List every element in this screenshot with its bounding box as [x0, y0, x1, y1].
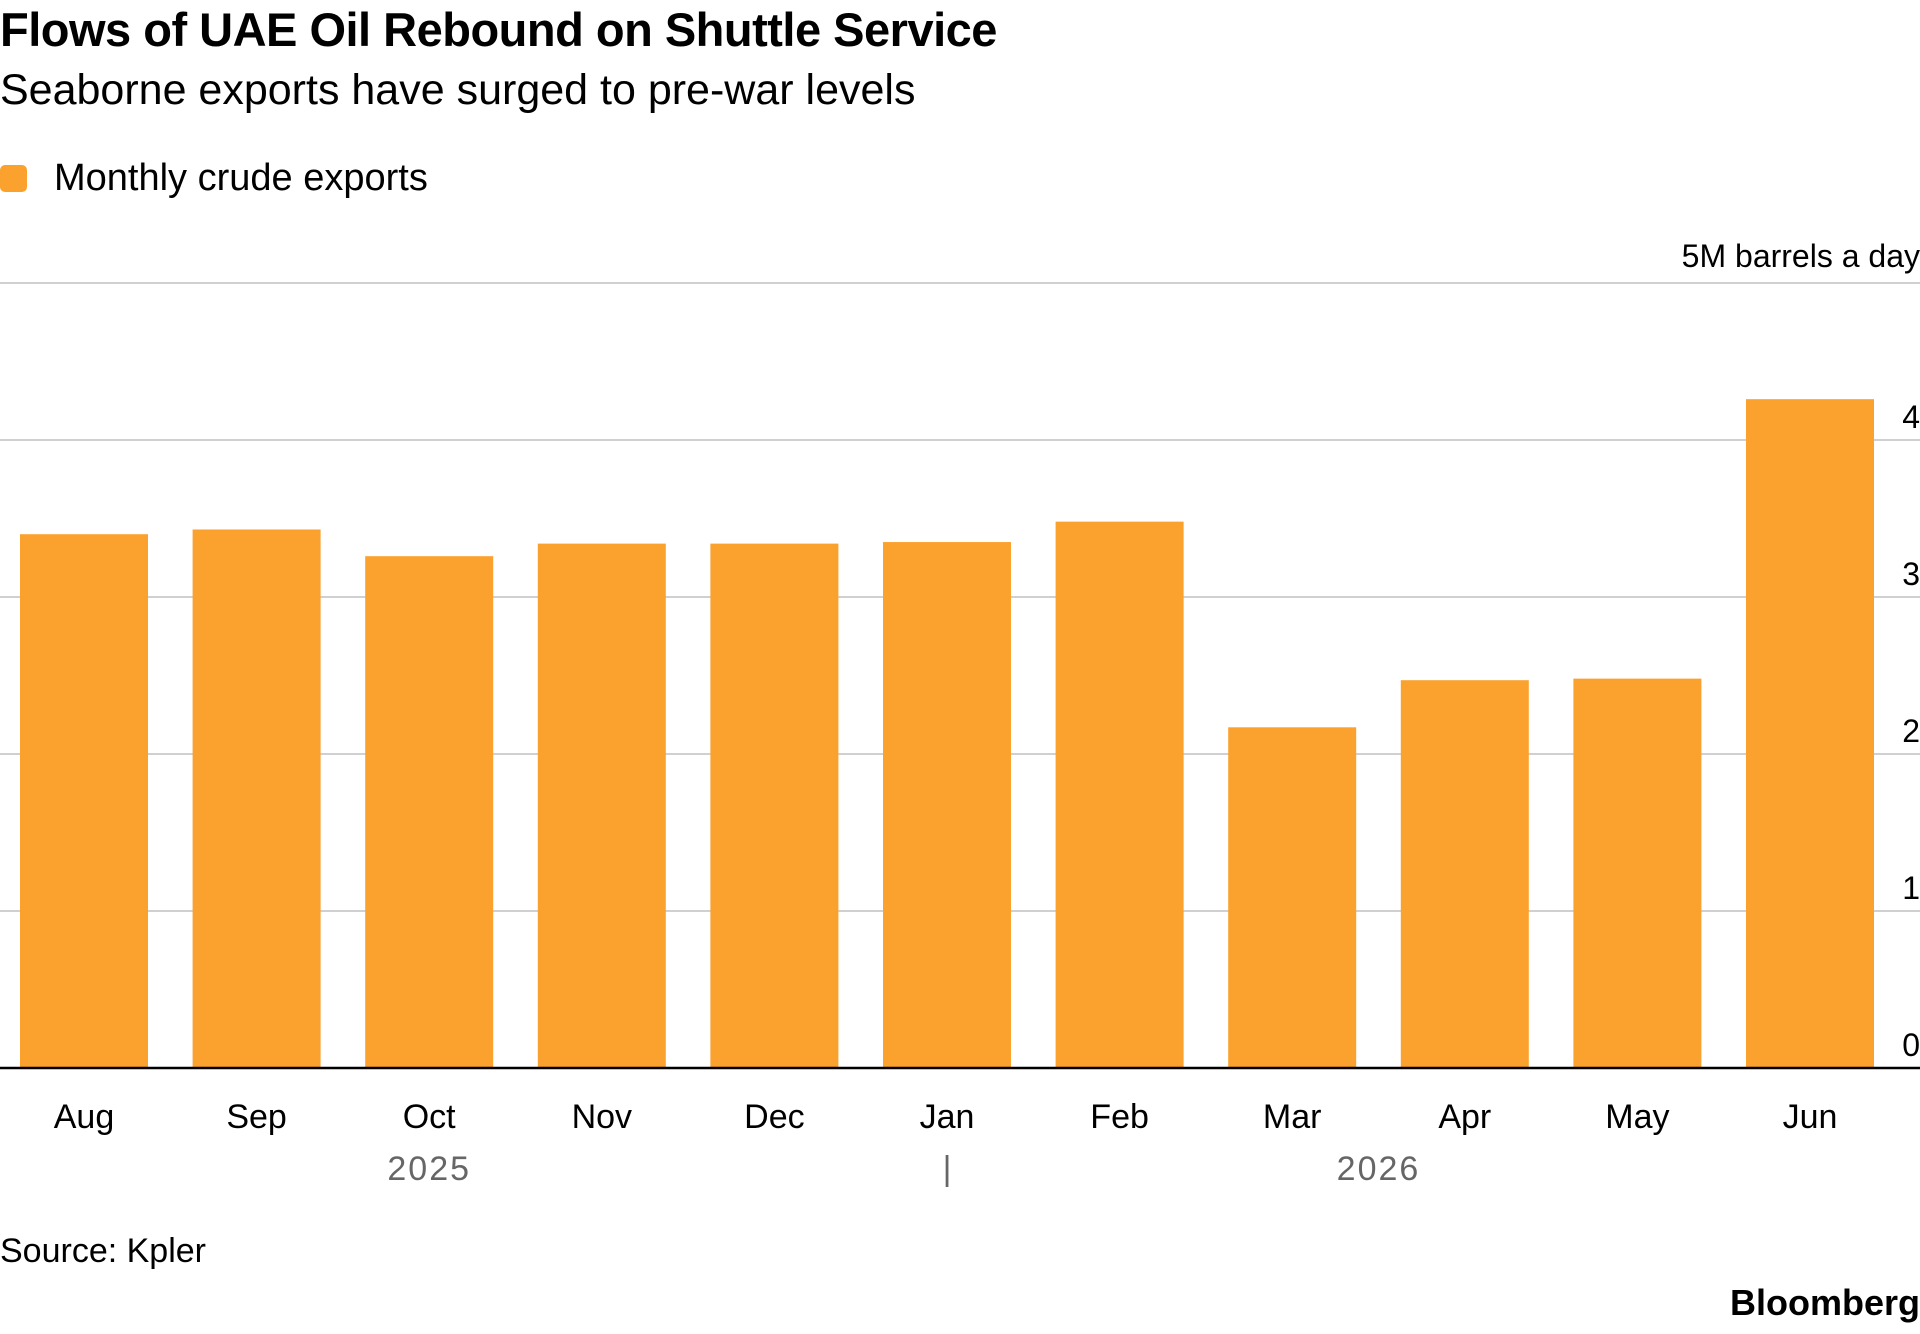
x-tick-label: Feb — [1090, 1098, 1149, 1136]
y-tick-label: 2 — [1902, 713, 1920, 749]
bar-jan — [883, 542, 1011, 1068]
x-tick-label: Sep — [226, 1098, 287, 1136]
x-tick-label: May — [1605, 1098, 1669, 1136]
bar-jun — [1746, 399, 1874, 1068]
bar-sep — [192, 529, 321, 1068]
y-axis-unit-label: 5M barrels a day — [1682, 238, 1920, 274]
bar-nov — [537, 543, 666, 1068]
bar-apr — [1400, 680, 1529, 1068]
bar-mar — [1228, 727, 1357, 1068]
year-label: 2025 — [387, 1150, 471, 1188]
source-note: Source: Kpler — [0, 1232, 206, 1270]
legend-label: Monthly crude exports — [54, 156, 428, 199]
chart-subtitle: Seaborne exports have surged to pre-war … — [0, 66, 916, 114]
bar-feb — [1055, 521, 1184, 1068]
x-tick-label: Nov — [572, 1098, 632, 1136]
year-separator: | — [943, 1150, 952, 1188]
x-tick-label: Jun — [1783, 1098, 1838, 1136]
x-tick-label: Aug — [54, 1098, 115, 1136]
bloomberg-logo: Bloomberg — [1729, 1282, 1920, 1323]
x-tick-label: Apr — [1438, 1098, 1491, 1136]
legend-swatch — [0, 164, 27, 192]
x-tick-label: Jan — [920, 1098, 975, 1136]
bar-chart: 0 1 2 3 4 5M barrels a day Aug Sep Oct Nov Dec Jan F… — [0, 238, 1920, 1188]
y-tick-label: 3 — [1902, 556, 1920, 592]
x-tick-label: Mar — [1263, 1098, 1322, 1136]
bar-aug — [20, 534, 148, 1068]
legend: Monthly crude exports — [0, 156, 428, 200]
x-tick-label: Oct — [403, 1098, 456, 1136]
bar-dec — [710, 543, 839, 1068]
y-tick-label: 0 — [1902, 1027, 1920, 1063]
y-tick-label: 1 — [1902, 870, 1920, 906]
bar-may — [1573, 678, 1702, 1068]
year-label: 2026 — [1337, 1150, 1421, 1188]
y-tick-label: 4 — [1902, 399, 1920, 435]
bar-oct — [365, 556, 494, 1068]
chart-title: Flows of UAE Oil Rebound on Shuttle Serv… — [0, 3, 997, 56]
x-tick-label: Dec — [744, 1098, 804, 1136]
